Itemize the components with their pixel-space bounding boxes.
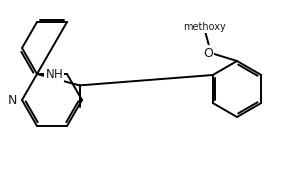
Text: O: O xyxy=(203,46,213,60)
Text: methoxy: methoxy xyxy=(184,22,226,32)
Text: N: N xyxy=(46,68,54,81)
Text: N: N xyxy=(7,94,17,107)
Text: H: H xyxy=(54,68,62,81)
